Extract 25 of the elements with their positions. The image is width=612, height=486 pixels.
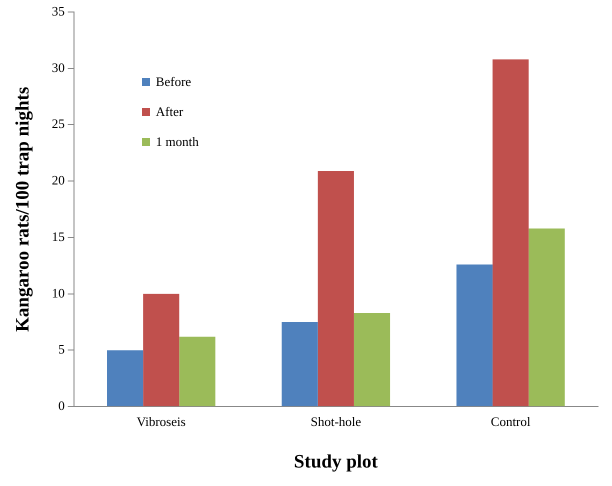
bar <box>318 170 354 406</box>
y-tick-label: 10 <box>52 285 65 300</box>
legend-label: After <box>156 104 184 120</box>
y-tick-label: 5 <box>58 342 65 357</box>
x-tick-label: Control <box>490 414 531 429</box>
y-tick-label: 35 <box>52 3 65 18</box>
y-tick-label: 0 <box>58 398 65 414</box>
y-tick-label: 30 <box>52 60 65 75</box>
bar <box>528 228 565 406</box>
y-tick-label: 15 <box>52 228 65 244</box>
bar <box>492 59 529 406</box>
x-tick-label: Shot-hole <box>310 414 362 429</box>
y-tick-label: 20 <box>52 172 65 188</box>
legend-label: 1 month <box>156 134 199 150</box>
bar <box>354 313 390 406</box>
y-tick-label: 25 <box>52 116 65 132</box>
y-axis-title: Kangaroo rats/100 trap nights <box>12 86 34 332</box>
x-tick-label: Vibroseis <box>136 414 186 429</box>
bar <box>107 350 144 406</box>
bar <box>282 322 318 406</box>
bar <box>143 294 180 406</box>
bar <box>179 336 216 406</box>
x-axis-title: Study plot <box>294 452 379 473</box>
legend-label: Before <box>156 74 192 90</box>
bar <box>456 264 493 406</box>
